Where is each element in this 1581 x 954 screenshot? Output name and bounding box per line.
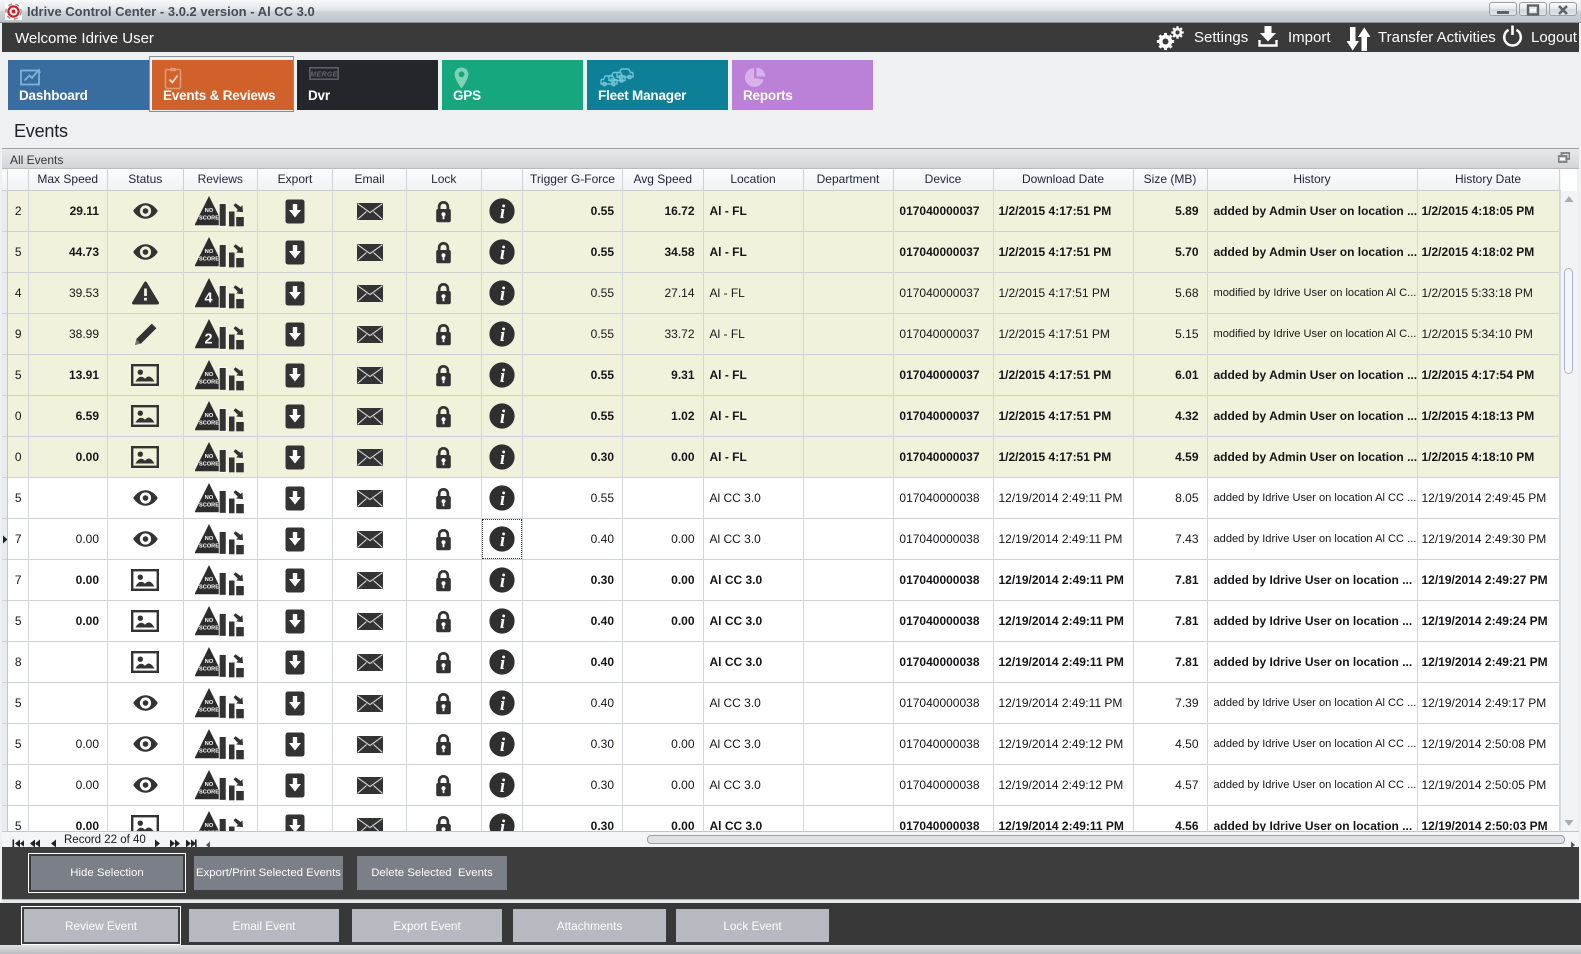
svg-text:4: 4 xyxy=(204,290,212,306)
svg-text:NO: NO xyxy=(205,700,214,706)
svg-text:i: i xyxy=(500,325,506,346)
svg-text:NO: NO xyxy=(205,249,214,255)
svg-text:i: i xyxy=(500,366,506,387)
svg-text:SCORE: SCORE xyxy=(199,789,219,795)
svg-text:i: i xyxy=(500,202,506,223)
svg-text:NO: NO xyxy=(205,495,214,501)
svg-text:i: i xyxy=(500,243,506,264)
svg-text:SCORE: SCORE xyxy=(199,625,219,631)
svg-text:i: i xyxy=(500,571,506,592)
svg-text:NO: NO xyxy=(205,208,214,214)
svg-text:NO: NO xyxy=(205,413,214,419)
svg-text:NO: NO xyxy=(205,454,214,460)
svg-text:NO: NO xyxy=(205,741,214,747)
svg-text:SCORE: SCORE xyxy=(199,707,219,713)
svg-text:SCORE: SCORE xyxy=(199,502,219,508)
svg-text:i: i xyxy=(500,284,506,305)
svg-text:SCORE: SCORE xyxy=(199,666,219,672)
svg-text:SCORE: SCORE xyxy=(199,748,219,754)
svg-text:SCORE: SCORE xyxy=(199,584,219,590)
svg-text:NO: NO xyxy=(205,782,214,788)
svg-text:i: i xyxy=(500,776,506,797)
svg-text:SCORE: SCORE xyxy=(199,379,219,385)
svg-text:i: i xyxy=(500,530,506,551)
svg-text:NO: NO xyxy=(205,659,214,665)
svg-text:i: i xyxy=(500,448,506,469)
svg-text:SCORE: SCORE xyxy=(199,256,219,262)
svg-text:NO: NO xyxy=(205,577,214,583)
svg-text:i: i xyxy=(500,817,506,831)
svg-text:SCORE: SCORE xyxy=(199,461,219,467)
svg-text:NO: NO xyxy=(205,372,214,378)
svg-text:i: i xyxy=(500,612,506,633)
svg-text:i: i xyxy=(500,489,506,510)
svg-text:i: i xyxy=(500,653,506,674)
svg-text:2: 2 xyxy=(204,331,212,347)
svg-text:NO: NO xyxy=(205,536,214,542)
svg-text:NO: NO xyxy=(205,823,214,829)
svg-text:i: i xyxy=(500,694,506,715)
svg-text:SCORE: SCORE xyxy=(199,420,219,426)
svg-text:SCORE: SCORE xyxy=(199,543,219,549)
svg-text:SCORE: SCORE xyxy=(199,830,219,831)
svg-text:MERGE: MERGE xyxy=(310,71,337,78)
svg-text:i: i xyxy=(500,735,506,756)
svg-text:SCORE: SCORE xyxy=(199,215,219,221)
svg-text:i: i xyxy=(500,407,506,428)
svg-text:NO: NO xyxy=(205,618,214,624)
